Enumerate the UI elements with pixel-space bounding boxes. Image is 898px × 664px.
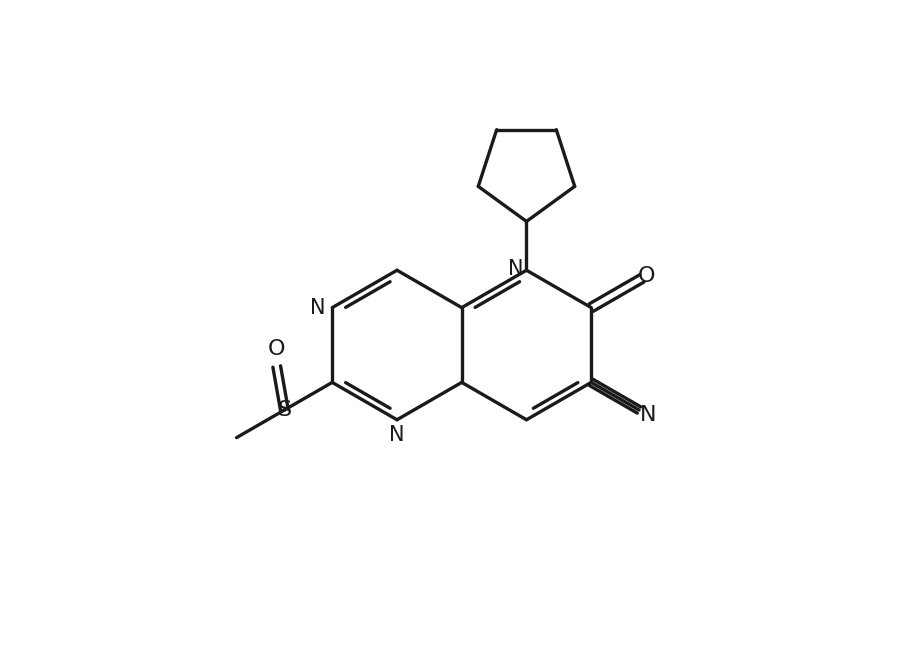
- Text: O: O: [268, 339, 286, 359]
- Text: S: S: [277, 400, 292, 420]
- Text: O: O: [638, 266, 656, 286]
- Text: N: N: [310, 297, 326, 317]
- Text: N: N: [640, 405, 656, 425]
- Text: N: N: [389, 425, 405, 445]
- Text: N: N: [507, 259, 524, 279]
